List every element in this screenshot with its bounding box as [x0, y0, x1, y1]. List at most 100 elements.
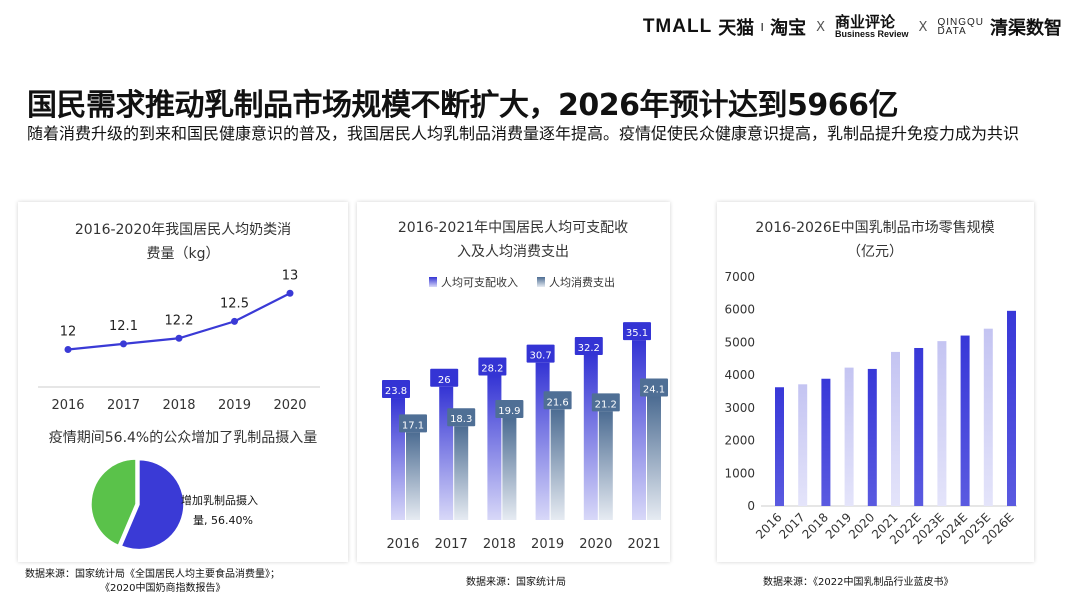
- bar-value-label: 35.1: [626, 328, 648, 339]
- line-data-label: 12: [60, 325, 77, 340]
- business-review-en: Business Review: [834, 29, 909, 39]
- pie-chart-title: 疫情期间56.4%的公众增加了乳制品摄入量: [49, 430, 317, 446]
- market-bar: [960, 335, 970, 506]
- bar-x-tick-label: 2017: [435, 537, 468, 552]
- income-spending-chart: 2016-2021年中国居民人均可支配收 入及人均消费支出 人均可支配收入 人均…: [382, 220, 668, 552]
- panel-milk-consumption: 2016-2020年我国居民人均奶类消 费量（kg） 12 2016 12.1 201…: [18, 202, 348, 562]
- bar-income: [583, 354, 598, 520]
- market-bar: [891, 351, 900, 506]
- y-tick-label: 0: [747, 499, 755, 513]
- bar-value-box: [382, 380, 410, 399]
- market-bar: [775, 387, 784, 506]
- bar-value-label: 32.2: [578, 343, 600, 354]
- bar-spending: [550, 409, 565, 520]
- bar-value-label: 26: [438, 375, 451, 386]
- source-middle: 数据来源：国家统计局: [466, 577, 566, 588]
- market-bar: [937, 341, 947, 506]
- bar-chart-title-line2: 入及人均消费支出: [457, 244, 569, 260]
- line-data-label: 13: [282, 268, 299, 283]
- market-bar: [1007, 310, 1016, 506]
- bar-spending: [647, 396, 661, 520]
- market-x-tick-label: 2016: [753, 510, 784, 541]
- bar-value-label: 28.2: [481, 363, 503, 374]
- market-bar: [798, 384, 808, 506]
- bar-value-box: [623, 322, 651, 341]
- bar-value-label: 17.1: [402, 420, 424, 431]
- bar-income: [439, 386, 454, 520]
- line-x-tick-label: 2020: [273, 398, 306, 413]
- bar-value-box: [495, 400, 524, 419]
- line-data-label: 12.2: [165, 313, 194, 328]
- line-x-tick-label: 2016: [51, 398, 84, 413]
- bar-x-tick-label: 2018: [483, 537, 516, 552]
- legend-label-income: 人均可支配收入: [441, 275, 518, 289]
- market-x-tick-label: 2019: [823, 510, 854, 541]
- pie-slice: [120, 458, 185, 551]
- business-review-logo: 商业评论 Business Review: [835, 15, 909, 39]
- line-point: [64, 346, 72, 353]
- qingqu-data-logo: QINGQU DATA: [937, 16, 984, 37]
- source-left-line1: 数据来源：国家统计局《全国居民人均主要食品消费量》；: [25, 569, 280, 580]
- logo-divider: ı: [760, 19, 765, 35]
- qingqu-cn-logo: 清渠数智: [990, 18, 1062, 39]
- bar-income: [632, 340, 646, 520]
- tmall-cn-logo: 天猫: [718, 18, 755, 39]
- bar-value-label: 23.8: [385, 386, 407, 397]
- bar-value-box: [478, 357, 507, 376]
- bar-chart-title-line1: 2016-2021年中国居民人均可支配收: [398, 220, 628, 236]
- bar-value-label: 21.2: [595, 399, 617, 410]
- line-chart-title-line1: 2016-2020年我国居民人均奶类消: [75, 222, 291, 238]
- qingqu-logo-top: QINGQU: [937, 16, 984, 28]
- market-size-chart: 2016-2026E中国乳制品市场零售规模 （亿元） 0 1000 2000 3000…: [724, 219, 1017, 547]
- bar-spending: [454, 426, 469, 520]
- logo-separator-x: X: [816, 19, 825, 35]
- tmall-logo: TMALL: [642, 16, 713, 37]
- legend: 人均可支配收入 人均消费支出: [429, 275, 615, 289]
- y-tick-label: 2000: [724, 434, 755, 448]
- line-x-tick-label: 2018: [162, 398, 195, 413]
- legend-label-spending: 人均消费支出: [549, 275, 615, 289]
- bar-value-box: [399, 414, 427, 433]
- bar-value-label: 24.1: [643, 384, 665, 395]
- market-x-tick-label: 2020: [846, 510, 877, 541]
- market-chart-title-line2: （亿元）: [847, 244, 903, 260]
- bar-value-box: [526, 344, 555, 363]
- panel-income-spending: 2016-2021年中国居民人均可支配收 入及人均消费支出 人均可支配收入 人均…: [357, 202, 670, 562]
- line-x-tick-label: 2017: [107, 398, 140, 413]
- y-tick-label: 1000: [724, 466, 755, 480]
- line-data-label: 12.5: [220, 296, 249, 311]
- bar-x-tick-label: 2019: [531, 537, 564, 552]
- bar-value-label: 18.3: [450, 414, 472, 425]
- bar-value-box: [574, 336, 603, 355]
- page-subtitle: 随着消费升级的到来和国民健康意识的普及，我国居民人均乳制品消费量逐年提高。疫情促…: [27, 124, 1020, 143]
- bar-value-box: [430, 368, 459, 387]
- bar-x-tick-label: 2020: [579, 537, 612, 552]
- bar-value-box: [543, 391, 572, 410]
- line-data-label: 12.1: [109, 319, 138, 334]
- market-bar: [983, 328, 993, 506]
- y-tick-label: 6000: [724, 303, 755, 317]
- taobao-logo: 淘宝: [770, 18, 807, 39]
- pie-annotation-line2: 量, 56.40%: [193, 514, 253, 527]
- source-left-line2: 《2020中国奶商指数报告》: [100, 583, 226, 594]
- legend-swatch-spending: [537, 277, 545, 287]
- pie-annotation-line1: 增加乳制品摄入: [181, 493, 258, 507]
- line-x-tick-label: 2019: [218, 398, 251, 413]
- y-tick-label: 7000: [724, 270, 755, 284]
- line-point: [286, 289, 294, 297]
- market-bar: [867, 368, 877, 506]
- bar-income: [535, 362, 550, 520]
- line-chart-title-line2: 费量（kg）: [147, 246, 220, 262]
- market-bar: [821, 378, 831, 506]
- bar-spending: [598, 411, 613, 520]
- bar-value-label: 21.6: [546, 397, 568, 408]
- legend-swatch-income: [429, 277, 437, 287]
- y-tick-label: 3000: [724, 401, 755, 415]
- bar-value-box: [591, 393, 620, 412]
- milk-consumption-charts: 2016-2020年我国居民人均奶类消 费量（kg） 12 2016 12.1 201…: [38, 222, 320, 551]
- partner-logos: TMALL 天猫 ı 淘宝 X 商业评论 Business Review X Q…: [643, 14, 1062, 40]
- bar-value-label: 19.9: [498, 406, 520, 417]
- bar-value-box: [640, 378, 668, 397]
- qingqu-logo-bottom: DATA: [937, 26, 967, 37]
- bar-income: [487, 375, 502, 520]
